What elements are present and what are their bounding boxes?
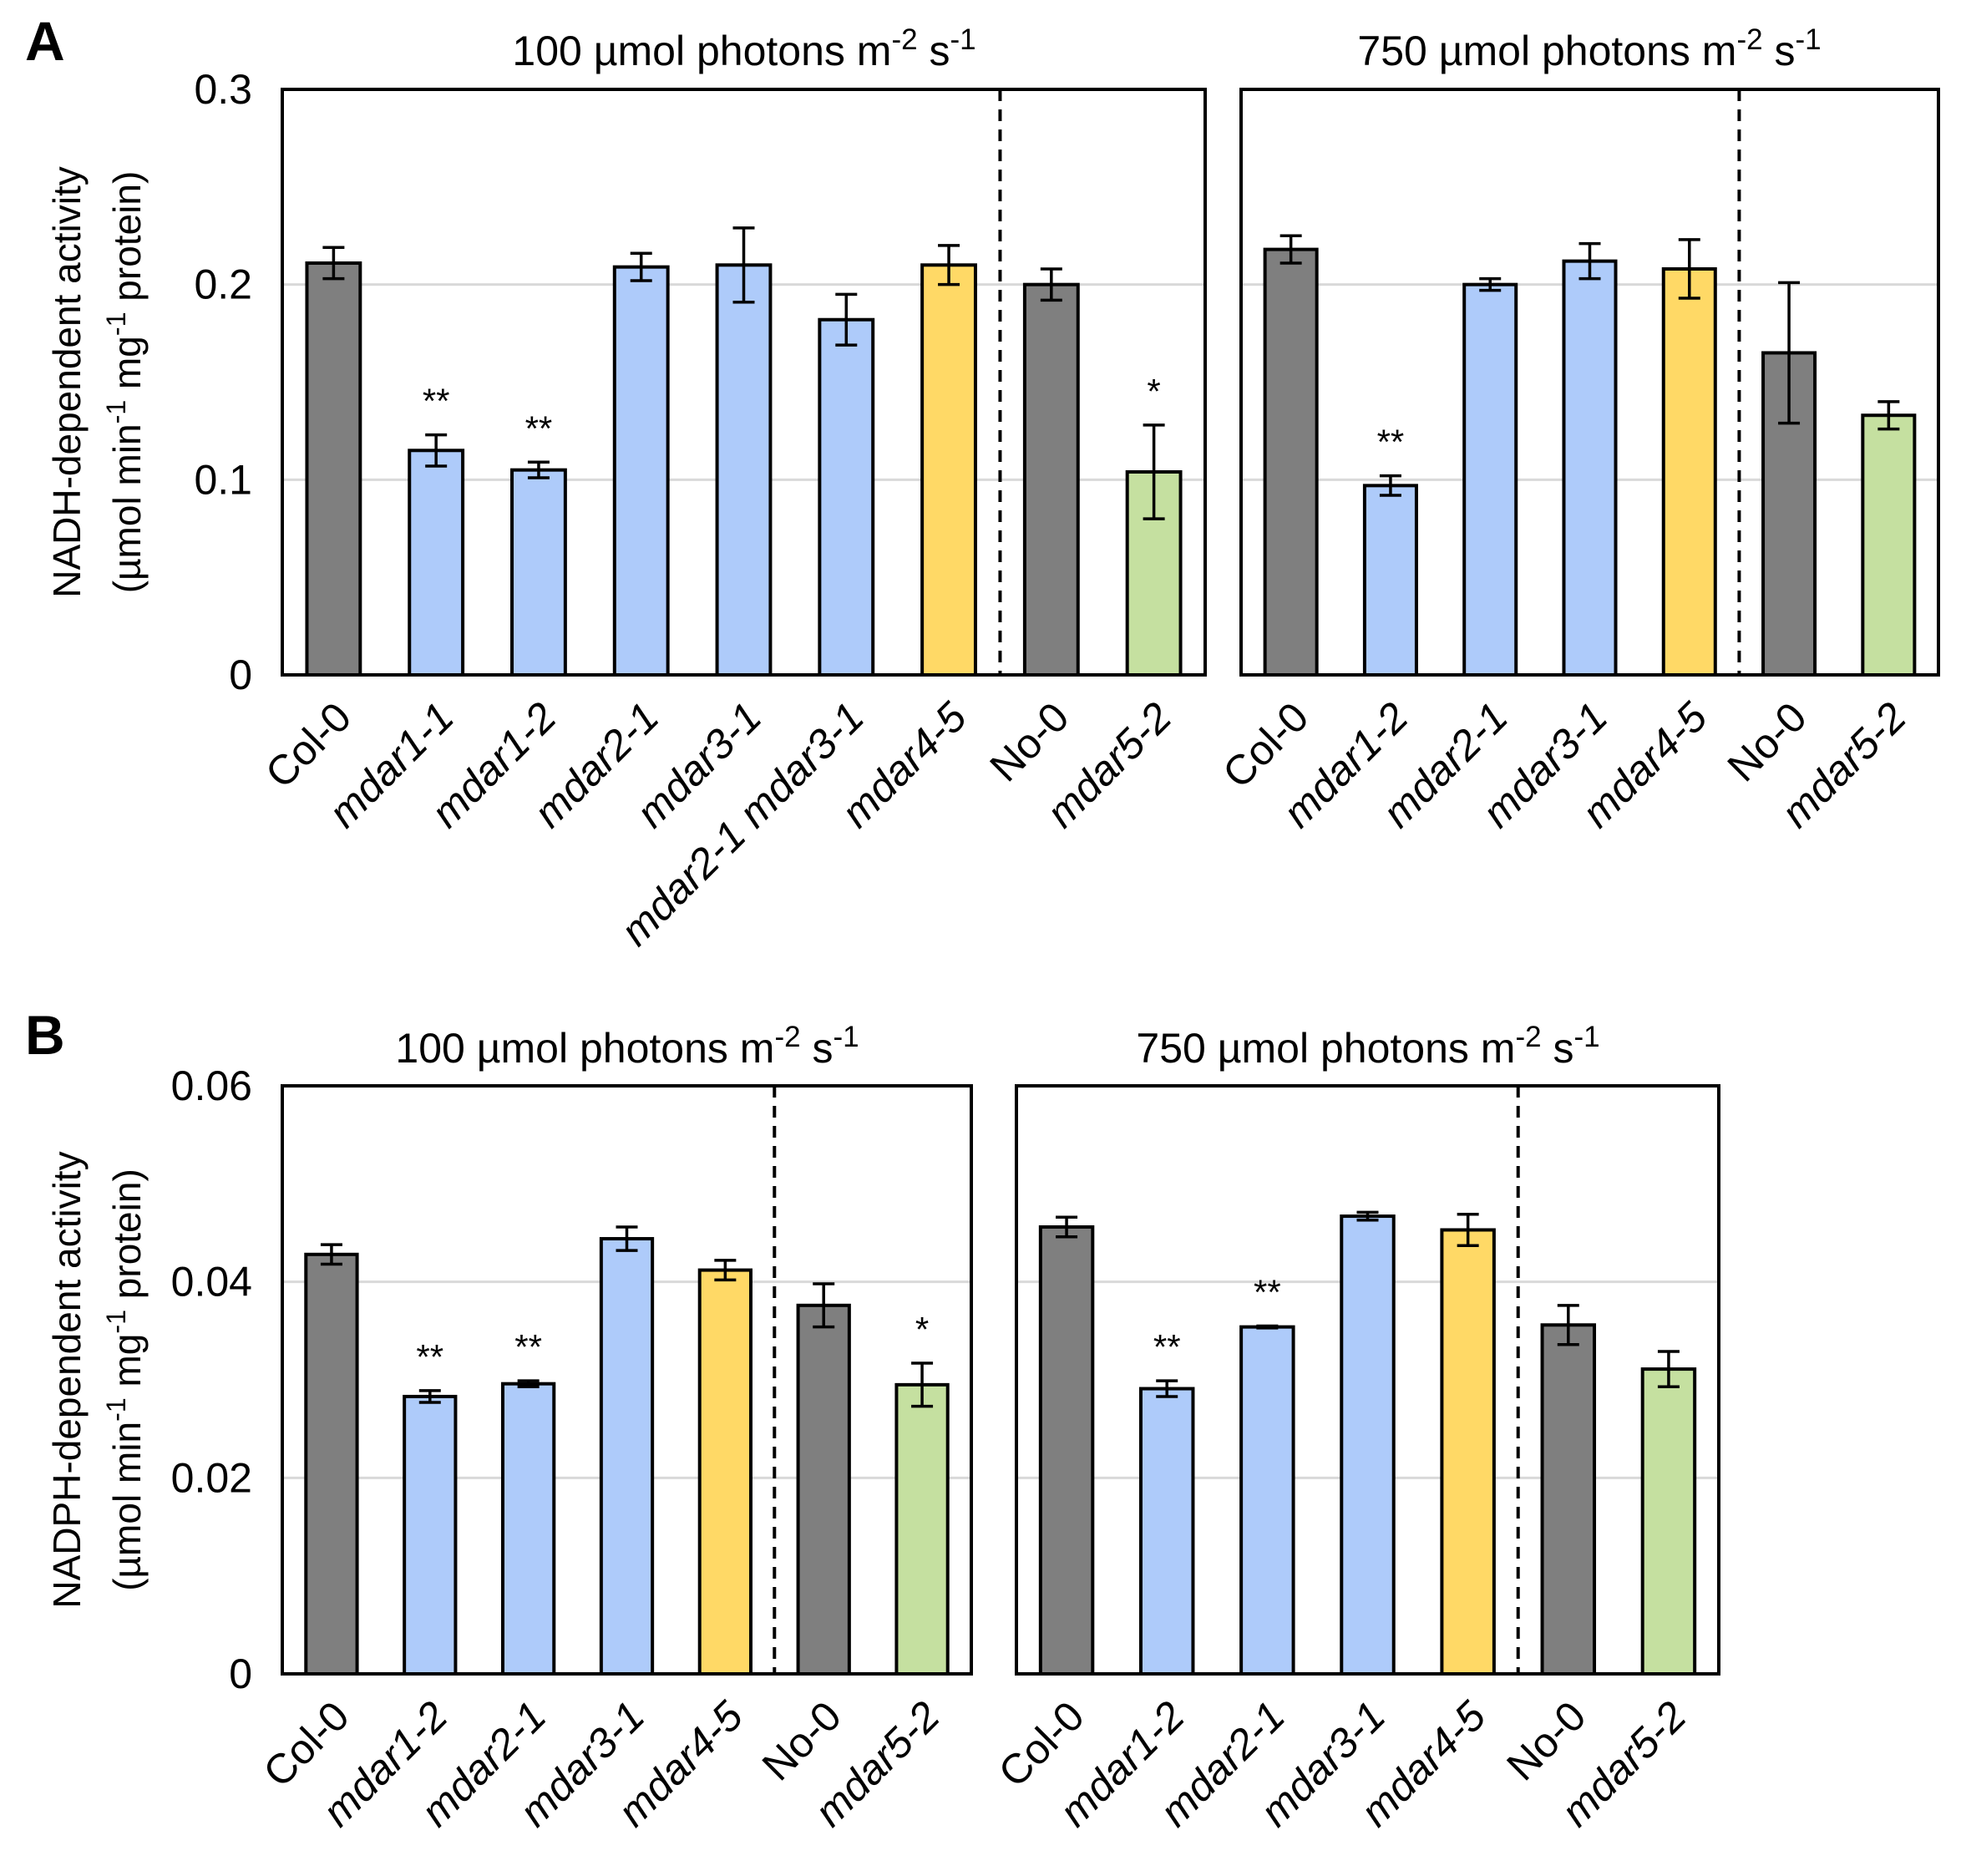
- superscript: -2: [1736, 23, 1762, 56]
- superscript: -2: [1515, 1021, 1541, 1053]
- text-run: protein): [105, 171, 149, 312]
- bar-mdar5-2: [1640, 1367, 1697, 1676]
- text-run: mg: [105, 1334, 149, 1398]
- text-run: s: [1542, 1025, 1574, 1072]
- superscript: -1: [101, 312, 131, 336]
- significance-marker: **: [514, 1327, 542, 1366]
- text-run: protein): [105, 1169, 149, 1310]
- bar-mdar3-1: [1562, 259, 1618, 677]
- bar-mdar2-1: [612, 265, 670, 677]
- y-tick-label: 0.1: [194, 456, 252, 503]
- bar-mdar3-1: [1340, 1214, 1396, 1676]
- bar-mdar2-1: [1462, 282, 1518, 677]
- superscript: -2: [891, 23, 917, 56]
- bar-col-0: [1263, 247, 1319, 677]
- bar-mdar3-1: [599, 1237, 655, 1676]
- bar-mdar4-5: [1661, 266, 1717, 677]
- y-axis-title: NADPH-dependent activity: [45, 1151, 89, 1608]
- bar-mdar1-2: [1362, 484, 1418, 677]
- bar-mdar1-2: [403, 1394, 458, 1676]
- superscript: -1: [1573, 1021, 1599, 1053]
- bar-mdar1-2: [510, 468, 567, 677]
- superscript: -1: [101, 400, 131, 424]
- y-axis-units: (µmol min-1 mg-1 protein): [101, 171, 149, 594]
- subplot-title: 100 µmol photons m-2 s-1: [395, 1021, 859, 1072]
- significance-marker: **: [525, 408, 553, 448]
- text-run: 100 µmol photons m: [512, 28, 891, 74]
- y-tick-label: 0.3: [194, 66, 252, 113]
- significance-marker: *: [915, 1310, 929, 1349]
- superscript: -1: [101, 1310, 131, 1334]
- significance-marker: **: [423, 382, 450, 421]
- text-run: s: [918, 28, 950, 74]
- bar-no-0: [796, 1303, 851, 1676]
- y-axis-units: (µmol min-1 mg-1 protein): [101, 1169, 149, 1591]
- text-run: 100 µmol photons m: [395, 1025, 774, 1072]
- text-run: 750 µmol photons m: [1136, 1025, 1515, 1072]
- superscript: -2: [774, 1021, 800, 1053]
- bar-mdar5-2: [1861, 413, 1917, 677]
- plot-frame: [281, 1084, 973, 1676]
- superscript: -1: [950, 23, 975, 56]
- significance-marker: *: [1147, 372, 1160, 411]
- text-run: s: [1763, 28, 1796, 74]
- plot-frame: [1015, 1084, 1720, 1676]
- plot-frame: [1239, 88, 1940, 677]
- significance-marker: **: [1153, 1327, 1181, 1366]
- y-tick-label: 0.02: [171, 1454, 252, 1501]
- bar-no-0: [1022, 282, 1080, 677]
- bar-mdar2-1: [1239, 1325, 1295, 1676]
- plot-frame: [281, 88, 1207, 677]
- subplot-title: 100 µmol photons m-2 s-1: [512, 23, 975, 75]
- subplot-title: 750 µmol photons m-2 s-1: [1136, 1021, 1599, 1072]
- subplot-title: 750 µmol photons m-2 s-1: [1357, 23, 1821, 75]
- text-run: (µmol min: [105, 423, 149, 593]
- text-run: s: [801, 1025, 834, 1072]
- bar-mdar4-5: [697, 1268, 753, 1676]
- text-run: (µmol min: [105, 1422, 149, 1591]
- y-axis-title: NADH-dependent activity: [45, 166, 89, 597]
- y-tick-label: 0.06: [171, 1062, 252, 1109]
- superscript: -1: [101, 1397, 131, 1422]
- significance-marker: **: [1377, 423, 1405, 462]
- bar-mdar3-1: [715, 263, 773, 677]
- text-run: 750 µmol photons m: [1357, 28, 1736, 74]
- superscript: -1: [833, 1021, 859, 1053]
- bar-mdar1-1: [408, 449, 465, 677]
- bar-mdar2-1: [501, 1382, 556, 1676]
- significance-marker: **: [416, 1337, 443, 1377]
- bar-mdar4-5: [1440, 1228, 1496, 1676]
- bar-mdar4-5: [920, 263, 977, 677]
- y-tick-label: 0.04: [171, 1259, 252, 1306]
- panel-letter: A: [25, 10, 65, 72]
- bar-col-0: [1038, 1224, 1095, 1676]
- bar-mdar1-2: [1138, 1387, 1195, 1676]
- y-tick-label: 0.2: [194, 261, 252, 308]
- bar-mdar5-2: [894, 1382, 950, 1676]
- bar-col-0: [305, 261, 362, 677]
- significance-marker: **: [1254, 1272, 1281, 1311]
- y-tick-label: 0: [229, 1650, 252, 1697]
- superscript: -1: [1795, 23, 1821, 56]
- y-tick-label: 0: [229, 652, 252, 698]
- bar-col-0: [304, 1252, 359, 1676]
- bar-no-0: [1540, 1323, 1597, 1676]
- panel-letter: B: [25, 1004, 65, 1066]
- bar-mdar2-1-mdar3-1: [818, 317, 875, 677]
- text-run: mg: [105, 336, 149, 400]
